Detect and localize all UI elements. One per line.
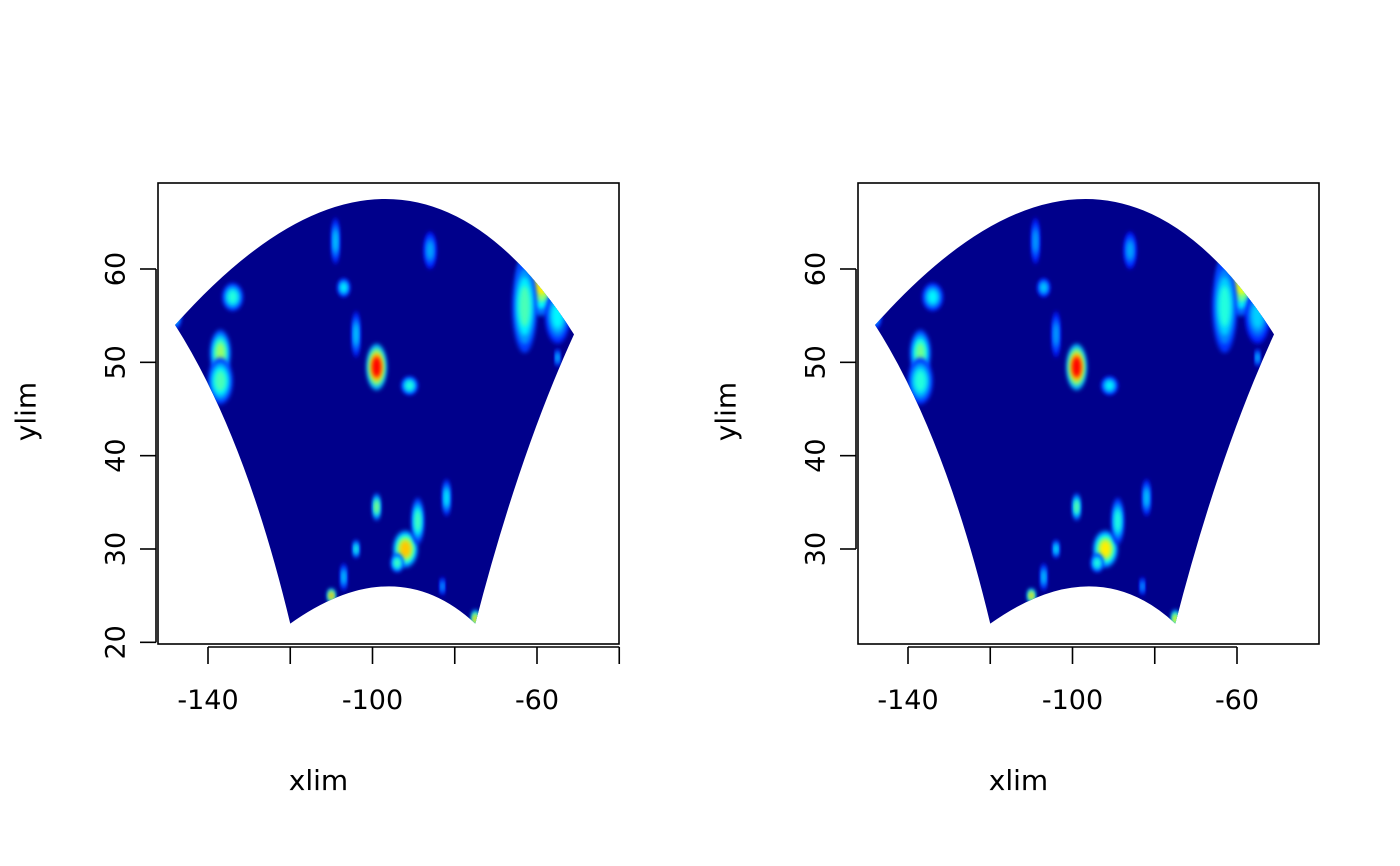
heatmap-cell [427,242,433,259]
plot-frame [157,182,620,645]
x-tick-label: -100 [342,685,403,716]
heatmap-cell [214,370,226,392]
heatmap-cell [228,290,238,304]
y-tick-label: 50 [101,345,132,379]
y-tick-label: 50 [801,345,832,379]
y-tick-label: 30 [801,532,832,566]
heatmap-cell [1033,230,1038,252]
heatmap-cell [372,356,382,378]
x-axis: -140 -100 -60 [877,646,1259,716]
right-panel: -140 -100 -60 30 40 50 60 xlim ylim [710,182,1320,797]
heatmap-cell [1042,570,1046,584]
y-axis: 20 30 40 50 60 [101,252,157,660]
y-axis-title: ylim [10,382,43,441]
heatmap-cell [1219,285,1231,327]
heatmap-cell [875,301,882,330]
y-tick-label: 60 [101,252,132,286]
heatmap-cell [1115,510,1121,532]
heatmap-cell [333,230,338,252]
x-axis-title: xlim [289,764,348,797]
x-tick-label: -60 [1215,685,1259,716]
x-axis: -140 -100 -60 [177,646,621,716]
plot-frame [857,182,1320,645]
y-axis-title: ylim [710,382,743,441]
heatmap-cell [1041,283,1047,292]
x-tick-label: -140 [877,685,938,716]
heatmap-cell [354,544,358,554]
heatmap-cell [875,306,879,325]
heatmap-cell [444,489,449,506]
heatmap-cell [405,381,414,390]
heatmap-cell [374,500,379,514]
y-tick-label: 40 [101,438,132,472]
heatmap-cell [175,304,181,328]
x-tick-label: -140 [177,685,238,716]
heatmap-cell [473,614,478,624]
heatmap-cell [1100,540,1111,558]
heatmap-cell [342,570,346,584]
x-axis-title: xlim [989,764,1048,797]
heatmap-cell [1144,489,1149,506]
y-tick-label: 60 [801,252,832,286]
heatmap-cell [1054,544,1058,554]
y-tick-label: 40 [801,438,832,472]
heatmap-cell [1141,582,1144,591]
heatmap-cell [519,285,531,327]
heatmap-cell [1074,500,1079,514]
x-tick-label: -60 [515,685,559,716]
heatmap-cell [1127,242,1133,259]
heatmap-cell [552,303,563,328]
projection-domain [175,198,575,624]
projection-domain [875,198,1275,624]
heatmap-cell [400,540,411,558]
heatmap-cell [1105,381,1114,390]
heatmap-cell [928,290,938,304]
heatmap-cell [341,283,347,292]
heatmap-cell [1256,353,1259,362]
heatmap-cell [354,324,358,345]
heatmap-cell [1029,592,1034,599]
heatmap-cell [415,510,421,532]
heatmap-cell [1054,324,1058,345]
heatmap-cell [556,353,559,362]
heatmap-cell [1173,614,1178,624]
heatmap-cell [1072,356,1082,378]
heatmap-cell [329,592,334,599]
y-tick-label: 30 [101,532,132,566]
heatmap-cell [1252,303,1263,328]
heatmap-cell [875,304,881,328]
heatmap-cell [875,309,878,322]
heatmap-cell [1094,558,1100,568]
heatmap-cell [394,558,400,568]
heatmap-cell [175,301,182,330]
y-tick-label: 20 [101,625,132,659]
x-tick-label: -100 [1042,685,1103,716]
heatmap-cell [914,370,926,392]
heatmap-cell [175,309,178,322]
left-panel: -140 -100 -60 20 30 40 50 60 xlim ylim [10,182,621,797]
heatmap-cell [441,582,444,591]
heatmap-cell [175,306,179,325]
y-axis: 30 40 50 60 [801,252,857,566]
